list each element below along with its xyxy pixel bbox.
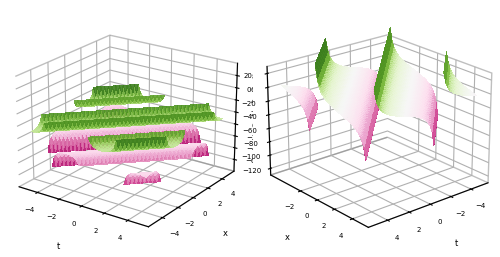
Y-axis label: x: x xyxy=(284,233,290,242)
Y-axis label: x: x xyxy=(223,229,228,238)
X-axis label: t: t xyxy=(454,239,458,248)
X-axis label: t: t xyxy=(56,242,60,251)
